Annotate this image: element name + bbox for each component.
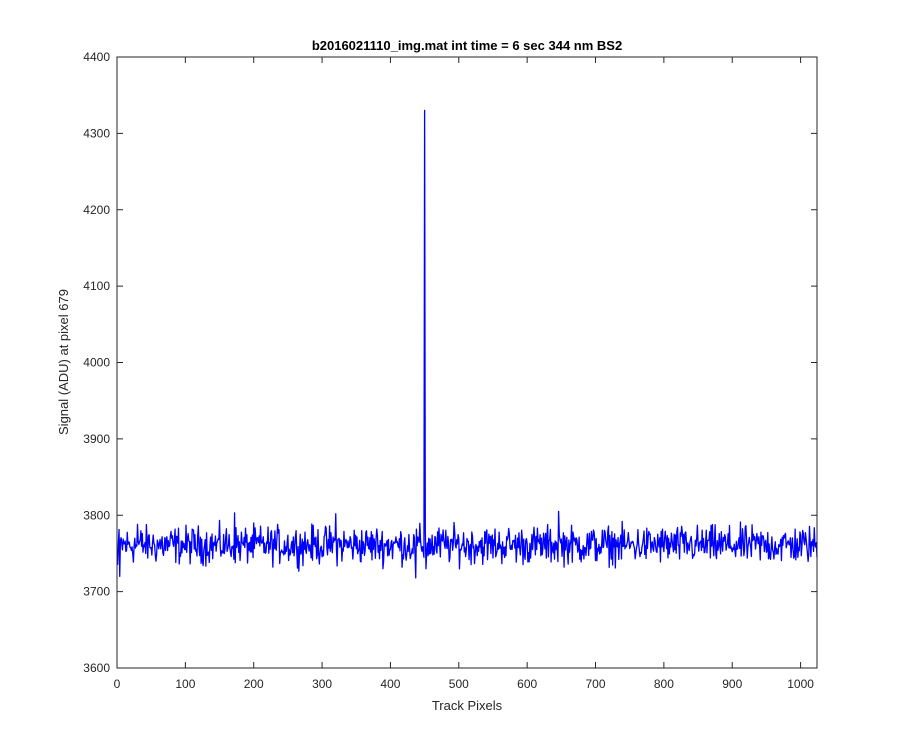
x-tick-label: 400 — [380, 677, 400, 691]
axes-box — [116, 56, 818, 669]
x-axis-label: Track Pixels — [432, 698, 503, 713]
x-tick-label: 900 — [722, 677, 742, 691]
y-tick-label: 4400 — [83, 50, 110, 64]
tick-layer: 0 100 200 300 400 500 600 700 800 900 1000 3600 3700… — [83, 50, 817, 691]
y-axis-label: Signal (ADU) at pixel 679 — [56, 289, 71, 435]
x-tick-label: 1000 — [787, 677, 814, 691]
y-tick-label: 3900 — [83, 432, 110, 446]
x-tick-label: 700 — [586, 677, 606, 691]
plot-area — [117, 57, 817, 668]
chart-title: b2016021110_img.mat int time = 6 sec 344… — [312, 38, 622, 53]
x-tick-label: 800 — [654, 677, 674, 691]
x-tick-label: 300 — [312, 677, 332, 691]
y-tick-label: 4300 — [83, 126, 110, 140]
x-tick-label: 500 — [449, 677, 469, 691]
y-tick-label: 4000 — [83, 356, 110, 370]
x-tick-label: 200 — [244, 677, 264, 691]
x-tick-label: 100 — [175, 677, 195, 691]
y-tick-label: 3700 — [83, 585, 110, 599]
y-tick-label: 3800 — [83, 508, 110, 522]
y-tick-label: 4100 — [83, 279, 110, 293]
y-tick-label: 4200 — [83, 203, 110, 217]
series-line-0 — [117, 109, 818, 579]
x-tick-label: 0 — [114, 677, 121, 691]
series-layer — [117, 109, 818, 579]
y-tick-label: 3600 — [83, 661, 110, 675]
x-tick-label: 600 — [517, 677, 537, 691]
